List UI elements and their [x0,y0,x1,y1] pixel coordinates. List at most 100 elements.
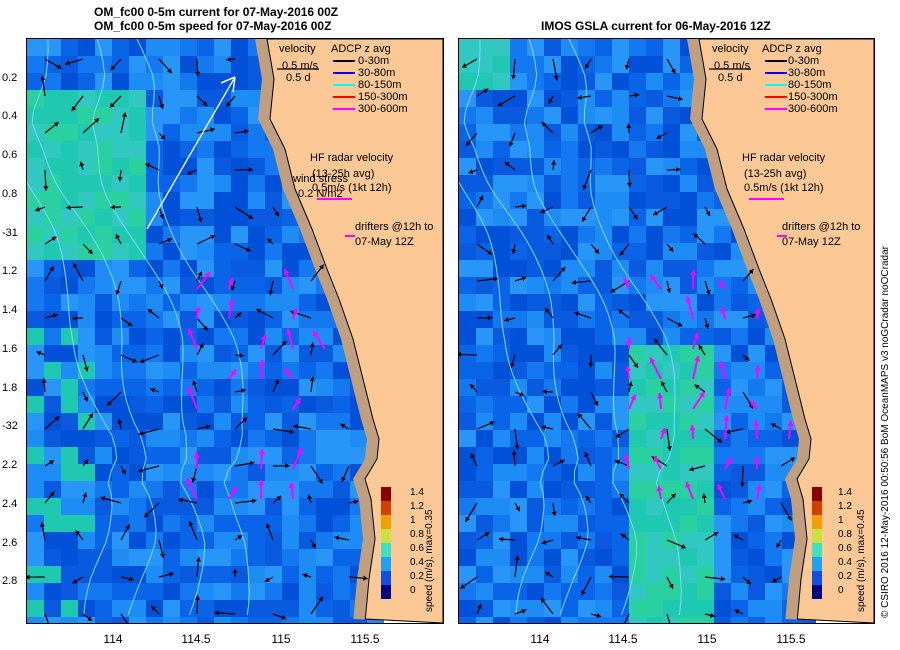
speed-cell [146,226,163,243]
speed-cell [61,294,78,311]
speed-cell [697,192,714,209]
speed-cell [78,243,95,260]
speed-cell [629,141,646,158]
speed-cell [78,328,95,345]
speed-cell [27,158,44,175]
current-arrowhead [508,141,514,147]
speed-cell [493,243,510,260]
speed-cell [493,498,510,515]
speed-cell [44,73,61,90]
hf-radar-arrowhead [754,365,761,371]
speed-cell [493,124,510,141]
speed-cell [78,481,95,498]
speed-cell [231,345,248,362]
speed-cell [78,260,95,277]
current-arrowhead [541,122,547,127]
current-arrowhead [160,134,166,140]
speed-cell [612,294,629,311]
speed-cell [493,362,510,379]
speed-cell [731,362,748,379]
hf-radar-arrowhead [227,278,234,284]
right-adcp-entry: 80-150m [788,79,832,91]
speed-cell [95,430,112,447]
speed-cell [612,107,629,124]
current-arrowhead [626,182,633,188]
speed-cell [697,532,714,549]
current-arrowhead [147,309,153,314]
speed-cell [197,498,214,515]
speed-cell [578,464,595,481]
speed-cell [27,549,44,566]
current-arrowhead [597,125,603,131]
current-arrowhead [670,493,676,499]
speed-cell [697,209,714,226]
speed-cell [248,294,265,311]
speed-cell [629,600,646,617]
speed-cell [765,379,782,396]
speed-cell [231,107,248,124]
left-adcp-title: ADCP z avg [331,43,391,55]
current-arrowhead [717,438,723,443]
speed-cell [578,311,595,328]
current-arrowhead [698,344,704,350]
bathymetry-contour [523,39,638,616]
hf-radar-arrowhead [231,487,237,494]
speed-cell [163,379,180,396]
speed-cell [231,515,248,532]
current-arrowhead [159,553,165,559]
speed-cell [765,362,782,379]
speed-cell [510,396,527,413]
speed-cell [214,379,231,396]
speed-cell [112,56,129,73]
speed-cell [544,566,561,583]
speed-cell [680,158,697,175]
speed-cell [612,345,629,362]
current-arrowhead [633,362,638,368]
current-arrowhead [541,539,547,545]
hf-radar-arrowhead [258,479,265,486]
speed-cell [248,158,265,175]
speed-cell [697,294,714,311]
speed-cell [527,549,544,566]
current-arrowhead [677,321,683,327]
speed-cell [163,430,180,447]
current-arrowhead [241,388,246,394]
speed-cell [561,430,578,447]
current-arrowhead [340,423,346,429]
speed-cell [629,311,646,328]
current-arrowhead [236,312,242,318]
speed-cell [163,515,180,532]
speed-cell [680,243,697,260]
current-arrowhead [790,457,796,462]
current-arrowhead [353,499,359,505]
speed-cell [78,396,95,413]
speed-cell [180,481,197,498]
current-arrowhead [41,378,47,383]
speed-cell [697,379,714,396]
speed-cell [197,277,214,294]
speed-cell [27,464,44,481]
speed-cell [663,56,680,73]
current-arrowhead [521,276,527,281]
speed-cell [782,447,799,464]
speed-cell [214,311,231,328]
speed-cell [680,617,697,623]
current-arrowhead [54,416,60,422]
speed-cell [78,124,95,141]
legend-arrows [277,60,355,237]
speed-cell [578,124,595,141]
speed-cell [316,532,333,549]
speed-cell [578,39,595,56]
current-arrowhead [341,476,346,482]
speed-cell [493,583,510,600]
speed-cell [197,617,214,623]
speed-cell [78,464,95,481]
speed-cell [78,498,95,515]
speed-cell [27,515,44,532]
speed-cell [146,532,163,549]
speed-cell [544,294,561,311]
speed-cell [27,192,44,209]
speed-cell [629,175,646,192]
speed-cell [316,498,333,515]
speed-cell [27,396,44,413]
